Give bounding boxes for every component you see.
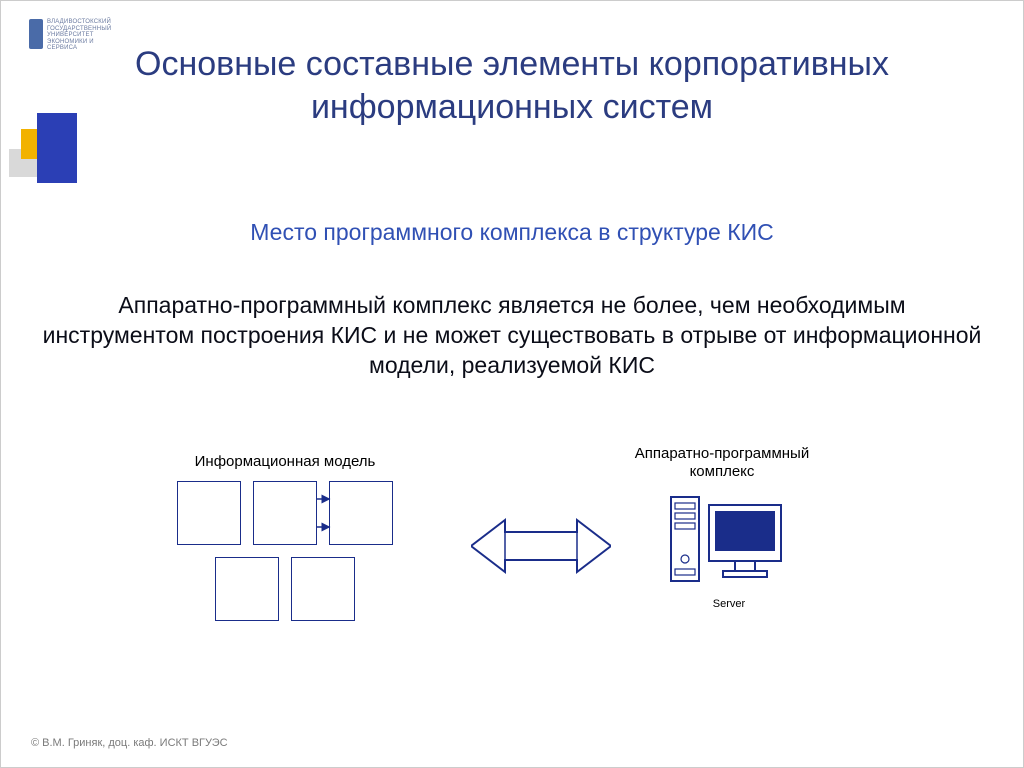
model-box-5 <box>291 557 355 621</box>
connector-arrows <box>317 489 331 537</box>
hw-sw-complex-label: Аппаратно-программный комплекс <box>607 445 837 481</box>
server-caption: Server <box>669 598 789 610</box>
title-block: Основные составные элементы корпоративны… <box>1 43 1023 128</box>
subtitle: Место программного комплекса в структуре… <box>1 219 1023 246</box>
server-icon: Server <box>669 491 789 610</box>
slide: ВЛАДИВОСТОКСКИЙ ГОСУДАРСТВЕННЫЙ УНИВЕРСИ… <box>0 0 1024 768</box>
model-box-4 <box>215 557 279 621</box>
page-title: Основные составные элементы корпоративны… <box>1 43 1023 128</box>
model-box-1 <box>177 481 241 545</box>
info-model-label: Информационная модель <box>177 453 393 470</box>
model-box-3 <box>329 481 393 545</box>
bidirectional-arrow-icon <box>471 517 611 575</box>
diagram: Информационная модель Аппаратно-программ… <box>1 451 1023 681</box>
footer-copyright: © В.М. Гриняк, доц. каф. ИСКТ ВГУЭС <box>31 737 228 749</box>
model-box-2 <box>253 481 317 545</box>
body-text: Аппаратно-программный комплекс является … <box>41 291 983 381</box>
